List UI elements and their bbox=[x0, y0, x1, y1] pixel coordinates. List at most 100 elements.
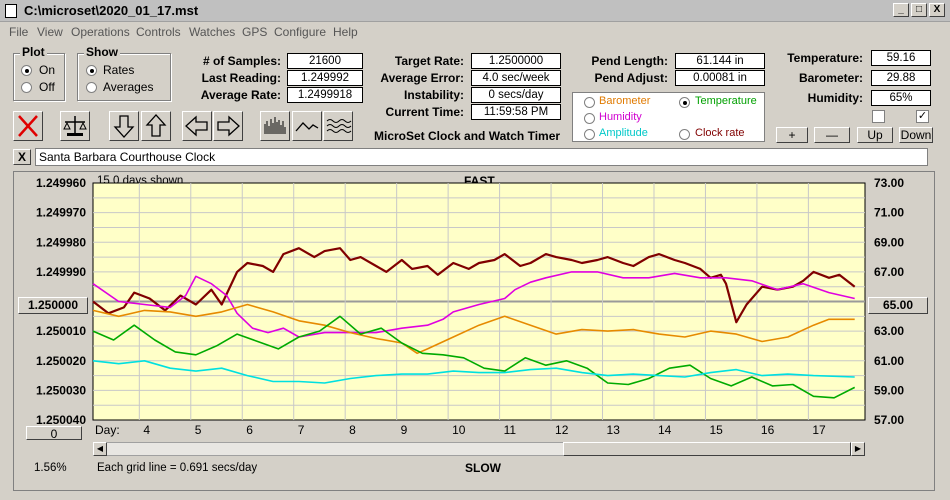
menu-bar: File View Operations Controls Watches GP… bbox=[0, 22, 950, 42]
clock-name-field[interactable]: Santa Barbara Courthouse Clock bbox=[35, 148, 928, 166]
env-checkbox-2[interactable]: ✓ bbox=[916, 110, 929, 123]
menu-controls[interactable]: Controls bbox=[136, 25, 181, 39]
y-left-tick-label: 1.249960 bbox=[36, 176, 86, 190]
percent-label: 1.56% bbox=[34, 462, 67, 474]
average-error-value: 4.0 sec/week bbox=[471, 70, 561, 86]
humidity-radio[interactable] bbox=[584, 113, 595, 124]
series-humidity bbox=[92, 271, 855, 338]
histogram-button[interactable] bbox=[260, 111, 290, 141]
line-plot-button[interactable] bbox=[292, 111, 322, 141]
sensor-selector bbox=[572, 92, 765, 142]
y-left-tick-label: 1.249970 bbox=[36, 206, 86, 220]
humidity-label: Humidity: bbox=[807, 91, 863, 105]
wave-plot-button[interactable] bbox=[323, 111, 353, 141]
x-tick-label: 13 bbox=[607, 423, 621, 437]
last-reading-value: 1.249992 bbox=[287, 70, 363, 86]
series-clock-rate bbox=[92, 247, 856, 324]
up-button[interactable]: Up bbox=[857, 127, 893, 143]
maximize-button[interactable]: □ bbox=[911, 3, 927, 17]
y-right-tick-label: 69.00 bbox=[874, 235, 904, 249]
stop-button[interactable] bbox=[13, 111, 43, 141]
menu-view[interactable]: View bbox=[37, 25, 63, 39]
histogram-icon bbox=[264, 117, 286, 134]
line-plot-icon bbox=[295, 122, 319, 132]
arrow-down-button[interactable] bbox=[109, 111, 139, 141]
amplitude-radio[interactable] bbox=[584, 129, 595, 140]
arrow-left-button[interactable] bbox=[182, 111, 212, 141]
target-rate-label: Target Rate: bbox=[394, 54, 464, 68]
env-checkbox-1[interactable] bbox=[872, 110, 885, 123]
y-right-tick-label: 59.00 bbox=[874, 383, 904, 397]
y-left-tick-label: 1.250010 bbox=[36, 324, 86, 338]
y-left-tick-label: 1.250030 bbox=[36, 383, 86, 397]
x-axis-label: Day: bbox=[95, 423, 120, 437]
close-button[interactable]: X bbox=[929, 3, 945, 17]
x-tick-label: 6 bbox=[246, 423, 253, 437]
title-bar: C:\microset\2020_01_17.mst _ □ X bbox=[0, 0, 950, 22]
x-tick-label: 11 bbox=[504, 423, 517, 437]
x-tick-label: 9 bbox=[401, 423, 408, 437]
last-reading-label: Last Reading: bbox=[201, 71, 281, 85]
pend-length-value: 61.144 in bbox=[675, 53, 765, 69]
plus-button[interactable]: + bbox=[776, 127, 808, 143]
reference-left-button[interactable]: 1.250000 bbox=[18, 297, 88, 314]
barometer-radio[interactable] bbox=[584, 97, 595, 108]
down-button[interactable]: Down bbox=[899, 127, 933, 143]
clear-clock-button[interactable]: X bbox=[13, 149, 31, 165]
series-amplitude bbox=[92, 359, 855, 384]
menu-watches[interactable]: Watches bbox=[189, 25, 236, 39]
menu-gps[interactable]: GPS bbox=[242, 25, 268, 39]
minus-button[interactable]: — bbox=[814, 127, 850, 143]
arrow-right-button[interactable] bbox=[213, 111, 243, 141]
barometer-value: 29.88 bbox=[871, 70, 931, 86]
x-tick-label: 5 bbox=[195, 423, 202, 437]
arrow-up-icon bbox=[145, 114, 167, 137]
scroll-right-button[interactable]: ▶ bbox=[851, 442, 865, 456]
average-rate-value: 1.2499918 bbox=[287, 87, 363, 103]
reference-right-button[interactable]: 65.00 bbox=[868, 297, 928, 314]
show-rates-radio[interactable] bbox=[86, 65, 97, 76]
plot-off-radio[interactable] bbox=[21, 82, 32, 93]
plot-on-radio[interactable] bbox=[21, 65, 32, 76]
window-title: C:\microset\2020_01_17.mst bbox=[24, 3, 199, 18]
menu-configure[interactable]: Configure bbox=[274, 25, 327, 39]
instability-value: 0 secs/day bbox=[471, 87, 561, 103]
show-rates-label: Rates bbox=[103, 63, 135, 77]
pend-length-label: Pend Length: bbox=[591, 54, 668, 68]
y-left-tick-label: 1.250020 bbox=[36, 354, 86, 368]
arrow-right-icon bbox=[217, 115, 240, 137]
app-caption: MicroSet Clock and Watch Timer bbox=[374, 129, 561, 143]
current-time-label: Current Time: bbox=[385, 105, 464, 119]
zero-button[interactable]: 0 bbox=[26, 426, 82, 441]
y-left-tick-label: 1.249980 bbox=[36, 235, 86, 249]
amplitude-option-label: Amplitude bbox=[599, 127, 648, 139]
menu-file[interactable]: File bbox=[9, 25, 29, 39]
scroll-left-button[interactable]: ◀ bbox=[93, 442, 107, 456]
pend-adjust-label: Pend Adjust: bbox=[594, 71, 668, 85]
y-right-tick-label: 57.00 bbox=[874, 413, 904, 427]
scroll-thumb[interactable] bbox=[563, 442, 851, 456]
barometer-option-label: Barometer bbox=[599, 95, 651, 107]
show-group bbox=[77, 53, 171, 101]
menu-operations[interactable]: Operations bbox=[71, 25, 130, 39]
humidity-value: 65% bbox=[871, 90, 931, 106]
temperature-label: Temperature: bbox=[787, 51, 863, 65]
y-right-tick-label: 71.00 bbox=[874, 206, 904, 220]
minimize-button[interactable]: _ bbox=[893, 3, 909, 17]
grid-note: Each grid line = 0.691 secs/day bbox=[97, 462, 258, 474]
temperature-radio[interactable] bbox=[679, 97, 690, 108]
x-tick-label: 8 bbox=[349, 423, 356, 437]
series-barometer bbox=[92, 303, 855, 355]
arrow-up-button[interactable] bbox=[141, 111, 171, 141]
samples-label: # of Samples: bbox=[202, 54, 281, 68]
red-x-icon bbox=[18, 115, 38, 137]
samples-value: 21600 bbox=[287, 53, 363, 69]
pend-adjust-value: 0.00081 in bbox=[675, 70, 765, 86]
arrow-left-icon bbox=[185, 115, 208, 137]
y-right-tick-label: 67.00 bbox=[874, 265, 904, 279]
show-averages-radio[interactable] bbox=[86, 82, 97, 93]
y-left-tick-label: 1.249990 bbox=[36, 265, 86, 279]
menu-help[interactable]: Help bbox=[333, 25, 358, 39]
clock-rate-radio[interactable] bbox=[679, 129, 690, 140]
calibrate-button[interactable] bbox=[60, 111, 90, 141]
